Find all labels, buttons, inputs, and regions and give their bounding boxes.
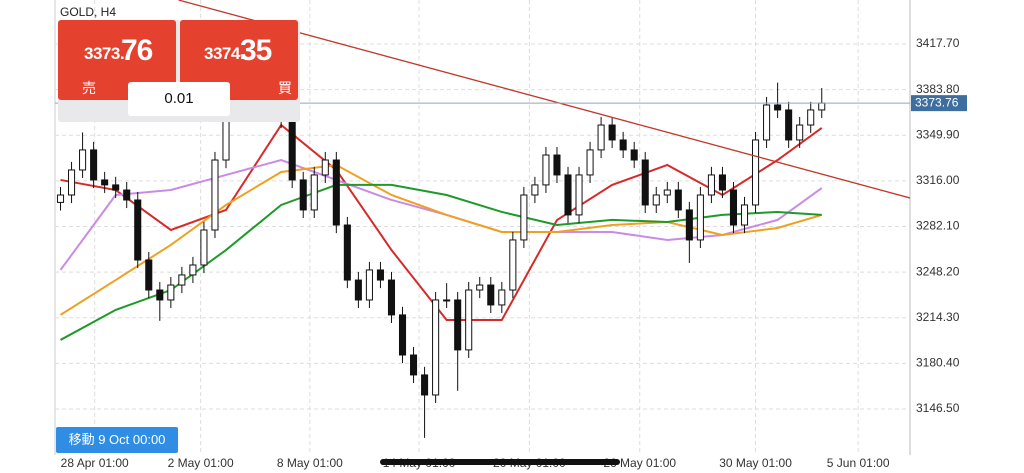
y-tick-label: 3214.30 [916,310,960,324]
scroll-indicator [380,459,620,465]
candle-body [443,299,451,302]
candle-body [586,149,594,176]
candle-body [288,119,296,181]
candle-body [564,174,572,216]
candle-body [56,194,65,203]
y-tick-label: 3349.90 [916,127,960,141]
y-tick-label: 3180.40 [916,356,960,370]
moving-average [60,183,822,341]
y-tick-label: 3417.70 [916,36,960,50]
candle-body [68,169,76,196]
candle-body [785,109,793,141]
candle-body [454,299,462,351]
candle-body [310,174,318,211]
candle-body [200,229,208,266]
candle-body [575,174,583,216]
candle-body [796,124,804,141]
candle-body [421,374,429,396]
candle-body [299,179,307,211]
candle-body [156,289,164,301]
candle-body [774,104,782,111]
candle-body [101,179,109,186]
moving-average [59,158,823,271]
candle-body [531,184,539,196]
candle-body [718,174,726,191]
y-tick-label: 3383.80 [916,82,960,96]
buy-label: 買 [278,80,292,96]
candle-body [520,194,528,241]
candle-body [630,149,638,161]
candle-body [398,314,407,356]
last-price-label: 3373.76 [915,95,959,109]
candle-body [608,124,616,141]
candle-body [696,194,704,241]
candle-body [167,284,175,301]
candle-body [729,189,738,226]
candle-body [134,199,142,261]
symbol-label: GOLD, H4 [60,5,117,19]
candle-body [476,284,484,291]
candle-body [365,269,373,301]
moving-average [59,163,823,316]
candle-body [674,189,682,211]
candle-body [376,269,384,281]
candle-body [332,159,340,226]
candle-body [145,259,153,291]
x-tick-label: 8 May 01:00 [277,456,343,470]
trend-line [178,0,910,199]
candle-body [90,149,98,181]
candle-body [619,139,627,151]
y-tick-label: 3282.10 [916,219,960,233]
last-price-tag [911,95,967,112]
sell-price-pips: 76 [121,34,153,67]
candle-body [707,174,715,196]
candle-body [763,104,771,141]
candle-body [641,159,649,206]
candle-body [818,102,826,111]
candle-body [410,354,418,376]
y-tick-label: 3248.20 [916,264,960,278]
sell-price-main: 3373. [84,44,125,63]
moving-average [60,123,823,322]
candle-body [432,299,440,396]
candle-body [685,209,693,241]
candle-body [123,189,131,201]
x-tick-label: 28 Apr 01:00 [61,456,129,470]
candle-body [189,264,197,276]
candle-body [553,154,561,176]
candle-body [663,189,671,196]
y-tick-label: 3316.00 [916,173,960,187]
buy-price-main: 3374. [204,44,245,63]
candle-body [79,149,87,171]
candle-body [498,289,506,306]
candle-body [178,274,186,286]
candle-body [807,109,815,126]
jump-button[interactable]: 移動 9 Oct 00:00 [56,427,178,453]
candle-body [542,154,550,186]
candle-body [752,139,760,206]
candle-body [652,194,660,206]
candle-body [354,279,362,301]
x-tick-label: 30 May 01:00 [719,456,792,470]
buy-price-pips: 35 [240,34,272,67]
candle-body [487,284,495,306]
x-tick-label: 2 May 01:00 [168,456,234,470]
candle-body [112,184,120,191]
x-tick-label: 26 May 01:00 [603,456,676,470]
candle-body [321,159,329,176]
candle-body [465,289,473,351]
y-tick-label: 3146.50 [916,401,960,415]
candle-body [509,239,517,291]
lot-input[interactable]: 0.01 [128,82,230,116]
candle-body [387,279,396,316]
candle-body [343,224,351,281]
sell-label: 売 [82,80,96,96]
x-tick-label: 5 Jun 01:00 [827,456,890,470]
candle-body [597,124,605,151]
candle-body [211,159,219,231]
candle-body [740,204,749,226]
